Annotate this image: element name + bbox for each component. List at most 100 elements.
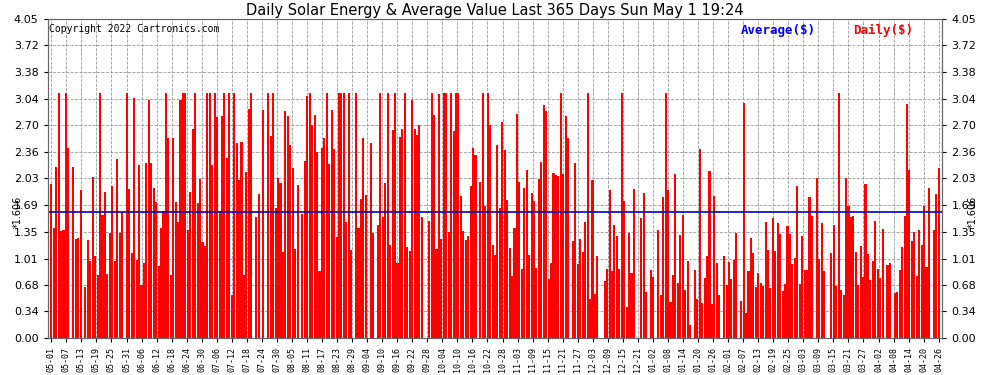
Bar [384,183,386,338]
Bar [604,281,606,338]
Bar [789,234,791,338]
Bar [491,244,494,338]
Bar [723,255,726,338]
Bar [496,145,499,338]
Bar [362,138,364,338]
Bar [109,232,111,338]
Bar [74,239,77,338]
Bar [938,168,940,338]
Bar [872,261,874,338]
Bar [899,270,901,338]
Bar [928,188,930,338]
Bar [709,171,711,338]
Bar [682,215,684,338]
Bar [699,149,701,338]
Bar [399,137,401,338]
Bar [621,93,623,338]
Bar [752,254,754,338]
Bar [628,233,630,338]
Bar [736,233,738,338]
Bar [301,214,304,338]
Bar [294,249,296,338]
Bar [304,161,306,338]
Bar [404,93,406,338]
Bar [316,152,318,338]
Bar [392,130,394,338]
Bar [559,93,562,338]
Bar [331,110,333,338]
Bar [769,288,771,338]
Bar [119,233,121,338]
Bar [55,167,57,338]
Text: *1.606: *1.606 [13,195,23,228]
Bar [838,93,840,338]
Bar [177,222,179,338]
Bar [209,93,211,338]
Bar [762,286,764,338]
Bar [782,291,784,338]
Bar [641,218,643,338]
Bar [704,278,706,338]
Bar [538,179,540,338]
Bar [799,284,801,338]
Bar [174,202,176,338]
Bar [306,96,308,338]
Bar [572,240,574,338]
Bar [842,295,844,338]
Bar [906,104,908,338]
Bar [718,295,721,338]
Bar [579,239,581,338]
Bar [238,180,241,338]
Bar [152,188,154,338]
Bar [479,182,481,338]
Bar [918,231,920,338]
Bar [447,232,449,338]
Bar [89,261,91,338]
Bar [519,182,521,338]
Bar [650,270,652,338]
Bar [309,93,311,338]
Bar [659,296,661,338]
Bar [136,260,138,338]
Bar [779,234,781,338]
Bar [484,206,486,338]
Bar [904,216,906,338]
Bar [199,179,201,338]
Bar [745,314,747,338]
Bar [487,93,489,338]
Bar [134,98,136,338]
Bar [806,270,808,338]
Bar [816,178,818,338]
Bar [179,100,181,338]
Bar [547,279,549,338]
Bar [194,93,196,338]
Bar [126,93,128,338]
Bar [499,208,501,338]
Bar [192,129,194,338]
Bar [333,149,336,338]
Bar [62,230,64,338]
Bar [701,303,703,338]
Bar [514,228,516,338]
Bar [248,110,249,338]
Bar [211,165,213,338]
Bar [343,93,345,338]
Bar [511,276,513,338]
Bar [214,93,216,338]
Bar [377,225,379,338]
Bar [414,129,416,338]
Bar [394,93,396,338]
Bar [338,93,340,338]
Bar [236,144,238,338]
Bar [506,200,508,338]
Bar [845,178,847,338]
Bar [531,193,533,338]
Bar [791,264,793,338]
Bar [187,230,189,338]
Bar [267,93,269,338]
Bar [716,263,718,338]
Bar [543,105,545,338]
Bar [567,138,569,338]
Text: Daily($): Daily($) [852,24,913,37]
Bar [455,93,457,338]
